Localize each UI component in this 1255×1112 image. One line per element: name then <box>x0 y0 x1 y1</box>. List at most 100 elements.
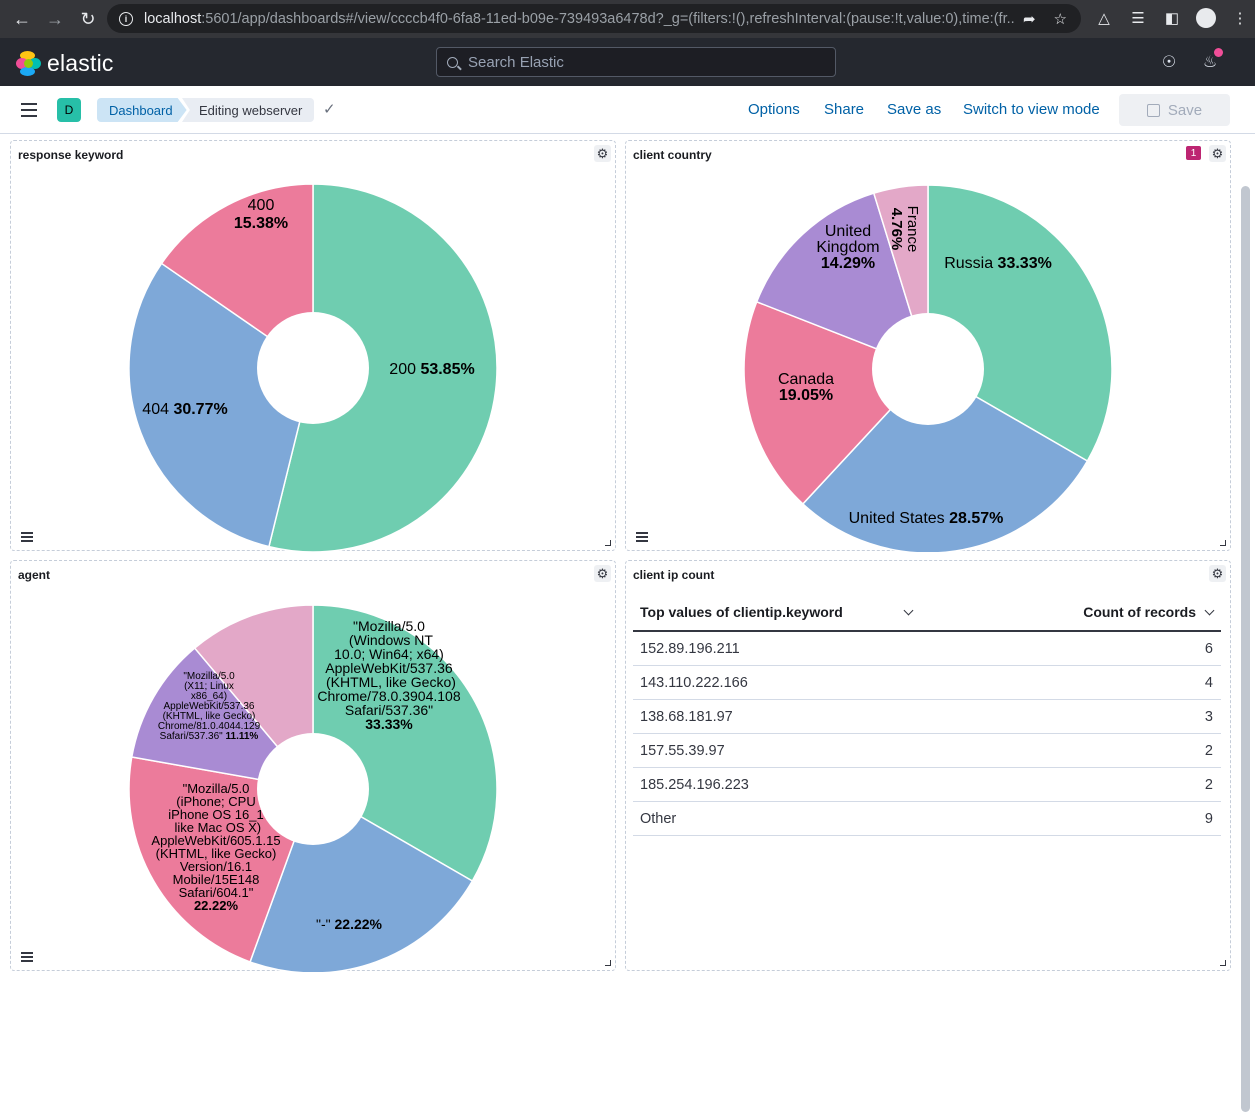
address-bar[interactable]: i localhost:5601/app/dashboards#/view/cc… <box>107 4 1081 33</box>
options-link[interactable]: Options <box>748 101 800 118</box>
clientip-cell: 157.55.39.97 <box>640 742 725 759</box>
elastic-header: elastic ☉ ♨ <box>0 38 1255 86</box>
switch-to-view-mode-link[interactable]: Switch to view mode <box>963 101 1100 118</box>
clientip-cell: 152.89.196.211 <box>640 640 740 657</box>
global-search-input[interactable] <box>468 53 808 71</box>
pie-slice[interactable] <box>801 368 1089 552</box>
breadcrumb-editing-webserver: Editing webserver <box>182 98 315 122</box>
profile-avatar-icon[interactable] <box>1196 8 1216 28</box>
url-path: :5601/app/dashboards#/view/ccccb4f0-6fa8… <box>201 10 1014 27</box>
url-host: localhost <box>144 10 202 27</box>
agent-pie-chart: "Mozilla/5.0 (Windows NT 10.0; Win64; x64… <box>128 604 498 972</box>
pie-slice-label: United States 28.57% <box>849 510 1004 527</box>
panel-options-gear-icon[interactable]: ⚙ <box>1209 145 1226 162</box>
panel-options-gear-icon[interactable]: ⚙ <box>1209 565 1226 582</box>
pie-slice[interactable] <box>268 183 498 552</box>
elastic-logo[interactable]: elastic <box>16 50 114 77</box>
elastic-logo-icon <box>16 51 41 76</box>
browser-menu-icon[interactable]: ⋮ <box>1232 10 1248 27</box>
menu-hamburger-icon[interactable] <box>21 103 37 117</box>
table-row[interactable]: 157.55.39.97 2 <box>633 734 1221 768</box>
dashboard-app-bar: D Dashboard Editing webserver ✓ Options … <box>0 86 1255 134</box>
page-scrollbar[interactable] <box>1241 186 1250 1112</box>
table-row[interactable]: 138.68.181.97 3 <box>633 700 1221 734</box>
clientip-cell: 143.110.222.166 <box>640 674 748 691</box>
pie-slice-label: France4.76% <box>888 206 921 253</box>
column-header-clientip[interactable]: Top values of clientip.keyword <box>633 604 914 620</box>
donut-hole <box>872 313 984 425</box>
response-keyword-pie-chart: 200 53.85% 404 30.77% 400 15.38% <box>128 183 498 552</box>
legend-toggle-icon[interactable] <box>21 952 33 962</box>
resize-handle-icon[interactable] <box>605 960 611 966</box>
panel-agent[interactable]: "Mozilla/5.0 (Windows NT 10.0; Win64; x64… <box>10 560 616 972</box>
media-queue-icon[interactable]: ☰ <box>1131 10 1145 27</box>
table-row[interactable]: 143.110.222.166 4 <box>633 666 1221 700</box>
table-row[interactable]: 185.254.196.223 2 <box>633 768 1221 802</box>
donut-hole <box>257 733 369 845</box>
dashboard-canvas: 200 53.85% 404 30.77% 400 15.38% response k… <box>0 134 1255 1112</box>
chevron-down-icon[interactable] <box>1204 605 1215 615</box>
client-country-pie-chart: Russia 33.33% United States 28.57% Canada 1… <box>743 184 1113 552</box>
table-row[interactable]: Other 9 <box>633 802 1221 836</box>
panel-client-country[interactable]: Russia 33.33% United States 28.57% Canada 1… <box>625 140 1231 552</box>
count-cell: 2 <box>1204 742 1213 759</box>
count-cell: 2 <box>1204 776 1213 793</box>
checkmark-icon: ✓ <box>323 101 336 118</box>
pie-slice-label: Canada 19.05% <box>778 371 834 404</box>
column-header-count-label: Count of records <box>1083 604 1196 620</box>
save-disk-icon <box>1146 103 1160 117</box>
pie-slice[interactable] <box>130 646 315 791</box>
count-cell: 6 <box>1204 640 1213 657</box>
side-panel-icon[interactable]: ◧ <box>1164 10 1180 27</box>
pie-slice[interactable] <box>128 262 314 548</box>
back-arrow-icon[interactable]: ← <box>13 8 31 29</box>
chevron-down-icon[interactable] <box>903 605 914 615</box>
news-feed-icon[interactable]: ♨ <box>1200 48 1223 72</box>
table-row[interactable]: 152.89.196.211 6 <box>633 632 1221 666</box>
url-text[interactable]: localhost:5601/app/dashboards#/view/cccc… <box>144 11 1014 27</box>
save-as-link[interactable]: Save as <box>887 101 942 118</box>
share-icon[interactable]: ➦ <box>1022 11 1036 28</box>
pie-slice-label: 404 30.77% <box>142 401 227 418</box>
pie-slice-label: 400 15.38% <box>234 197 288 232</box>
count-cell: 4 <box>1204 674 1213 691</box>
table-header: Top values of clientip.keyword Count of … <box>633 594 1221 632</box>
resize-handle-icon[interactable] <box>1220 540 1226 546</box>
count-cell: 3 <box>1204 708 1213 725</box>
panel-title: response keyword <box>18 148 124 162</box>
panel-client-ip-count[interactable]: client ip count ⚙ Top values of clientip… <box>625 560 1231 971</box>
pie-slice-label: "Mozilla/5.0 (iPhone; CPU iPhone OS 16_1 l… <box>151 781 280 913</box>
extensions-puzzle-icon[interactable]: △ <box>1098 10 1110 27</box>
help-lifebuoy-icon[interactable]: ☉ <box>1161 54 1177 71</box>
share-link[interactable]: Share <box>824 101 865 118</box>
resize-handle-icon[interactable] <box>1220 960 1226 966</box>
clientip-cell: 185.254.196.223 <box>640 776 749 793</box>
breadcrumb-dashboard[interactable]: Dashboard <box>97 98 187 122</box>
forward-arrow-icon[interactable]: → <box>46 8 64 29</box>
resize-handle-icon[interactable] <box>605 540 611 546</box>
bookmark-star-icon[interactable]: ☆ <box>1053 11 1067 28</box>
panel-options-gear-icon[interactable]: ⚙ <box>594 565 611 582</box>
count-cell: 9 <box>1204 810 1213 827</box>
panel-options-gear-icon[interactable]: ⚙ <box>594 145 611 162</box>
filter-count-badge[interactable]: 1 <box>1186 146 1201 160</box>
client-ip-table: Top values of clientip.keyword Count of … <box>633 594 1221 836</box>
clientip-cell: Other <box>640 810 677 827</box>
space-avatar[interactable]: D <box>57 98 81 122</box>
global-search[interactable] <box>436 47 836 77</box>
table-body: 152.89.196.211 6 143.110.222.166 4 138.68.18… <box>633 632 1221 836</box>
legend-toggle-icon[interactable] <box>636 532 648 542</box>
column-header-count[interactable]: Count of records <box>1083 604 1221 620</box>
pie-slice[interactable] <box>755 192 930 371</box>
site-info-icon[interactable]: i <box>119 11 133 26</box>
pie-slice-label: "-" 22.22% <box>316 916 383 932</box>
news-notification-dot <box>1214 48 1223 57</box>
save-button[interactable]: Save <box>1119 94 1230 126</box>
panel-response-keyword[interactable]: 200 53.85% 404 30.77% 400 15.38% response k… <box>10 140 616 552</box>
clientip-cell: 138.68.181.97 <box>640 708 733 725</box>
donut-hole <box>257 312 369 424</box>
pie-slice[interactable] <box>160 183 314 370</box>
column-header-clientip-label: Top values of clientip.keyword <box>640 604 843 620</box>
legend-toggle-icon[interactable] <box>21 532 33 542</box>
reload-icon[interactable]: ↻ <box>80 8 96 29</box>
